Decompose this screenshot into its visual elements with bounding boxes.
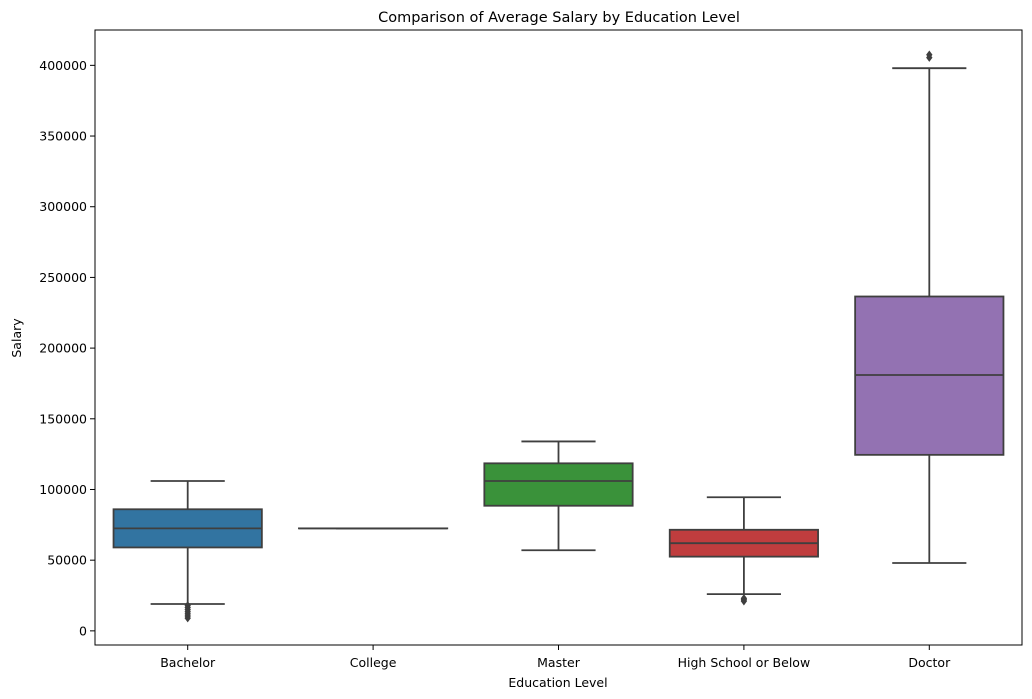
- y-tick-label: 300000: [39, 199, 87, 214]
- x-tick-label: College: [350, 655, 397, 670]
- x-tick-label: Doctor: [908, 655, 951, 670]
- y-tick-label: 350000: [39, 129, 87, 144]
- y-tick-label: 100000: [39, 482, 87, 497]
- y-tick-label: 0: [79, 623, 87, 638]
- box-master: [483, 462, 634, 507]
- outlier-point: [926, 50, 933, 60]
- y-tick-label: 250000: [39, 270, 87, 285]
- plot-frame: [94, 29, 1023, 646]
- y-tick-label: 150000: [39, 411, 87, 426]
- y-axis-label: Salary: [9, 318, 24, 358]
- x-tick-label: Master: [537, 655, 581, 670]
- y-tick-label: 200000: [39, 341, 87, 356]
- outlier-point: [184, 601, 191, 610]
- chart-title: Comparison of Average Salary by Educatio…: [378, 10, 740, 26]
- y-tick-label: 400000: [39, 58, 87, 73]
- x-tick-label: High School or Below: [678, 655, 811, 670]
- y-tick-label: 50000: [47, 553, 87, 568]
- x-axis-label: Education Level: [508, 675, 607, 690]
- outlier-point: [740, 594, 748, 603]
- x-tick-label: Bachelor: [160, 655, 216, 670]
- plot-area: 0 50000 100000 150000 200000 250000 300000 3500…: [39, 29, 1023, 670]
